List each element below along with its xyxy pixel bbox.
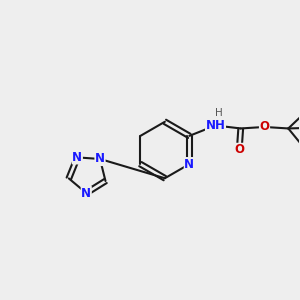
Text: O: O [234,143,244,156]
Text: H: H [214,108,222,118]
Text: NH: NH [206,119,225,132]
Text: N: N [72,151,82,164]
Text: O: O [260,121,269,134]
Text: N: N [81,187,91,200]
Text: N: N [95,152,105,166]
Text: N: N [184,158,194,171]
